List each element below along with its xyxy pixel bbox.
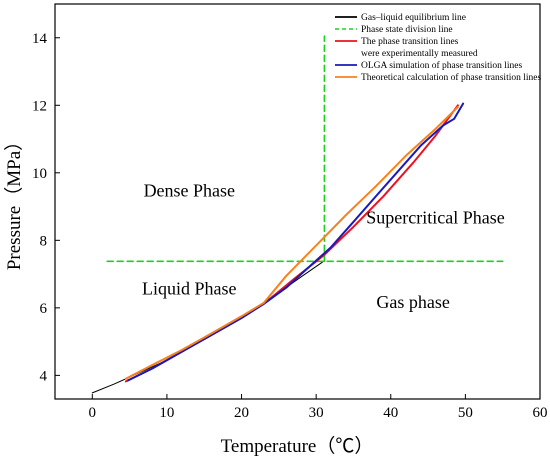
x-tick-label: 40 [383,405,398,421]
legend-entry-continued: were experimentally measured [361,49,478,59]
x-tick-label: 20 [234,405,249,421]
y-tick-label: 4 [40,368,48,384]
region-labels: Dense Phase Supercritical Phase Liquid Pha… [142,180,505,311]
x-tick-label: 30 [309,405,324,421]
series-line-experimental [124,104,459,383]
y-axis-title: Pressure（MPa） [3,132,25,270]
y-tick-label: 6 [40,301,48,317]
region-label: Supercritical Phase [366,207,504,227]
legend-entry: OLGA simulation of phase transition line… [361,60,523,71]
series-line-theoretical [124,106,459,380]
x-tick-label: 0 [89,405,97,421]
x-tick-label: 60 [533,405,548,421]
axis-ticks: 0 10 20 30 40 50 60 4 6 8 10 12 14 [32,31,548,421]
series-line-olga [127,102,465,382]
y-tick-label: 14 [32,31,48,47]
region-label: Liquid Phase [142,278,237,298]
legend-entry: Phase state division line [361,25,453,35]
y-tick-label: 8 [40,233,48,249]
legend-entry: The phase transition lines [361,37,459,47]
legend: Gas–liquid equilibrium line Phase state d… [335,13,541,83]
x-axis-title: Temperature（℃） [221,435,374,457]
region-label: Dense Phase [144,180,235,200]
plot-frame [54,3,541,400]
region-label: Gas phase [376,292,449,312]
legend-entry: Theoretical calculation of phase transit… [361,72,541,83]
x-tick-label: 50 [458,405,473,421]
x-tick-label: 10 [159,405,174,421]
legend-entry: Gas–liquid equilibrium line [361,13,466,23]
series-layer [91,35,504,394]
y-tick-label: 12 [32,98,47,114]
y-tick-label: 10 [32,166,47,182]
